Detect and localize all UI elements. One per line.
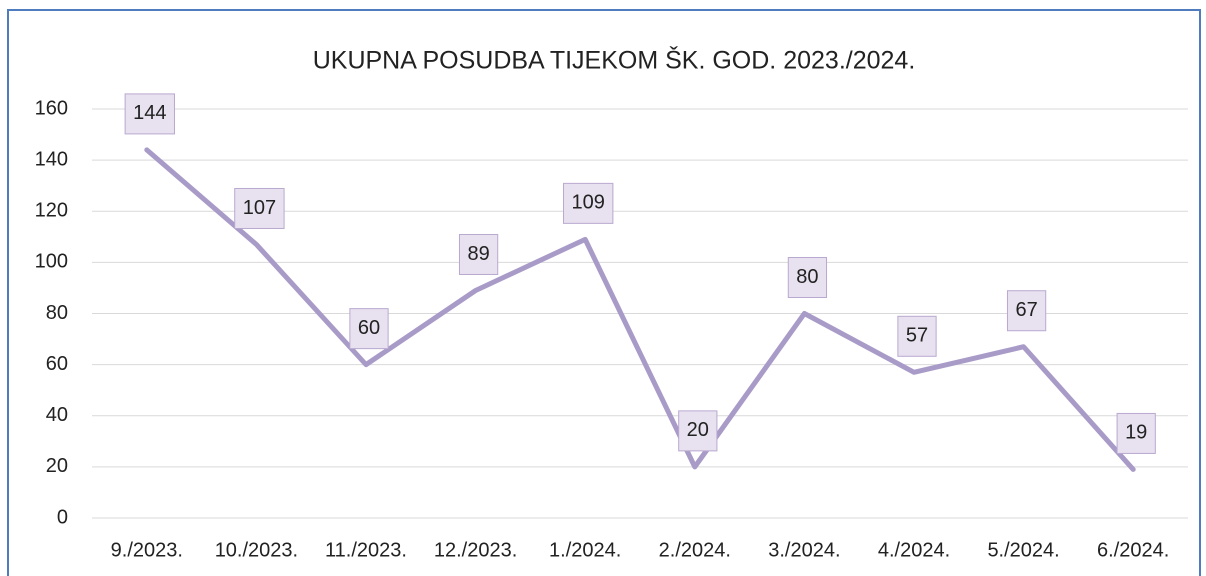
data-label: 144 [133, 102, 166, 124]
label-box [678, 410, 718, 452]
data-label: 109 [572, 192, 605, 214]
label-box [563, 182, 614, 224]
label-box [234, 187, 285, 229]
y-tick-label: 80 [46, 302, 68, 324]
x-tick-label: 10./2023. [215, 539, 298, 561]
label-box [349, 308, 389, 350]
x-tick-label: 4./2024. [878, 539, 950, 561]
label-box [124, 93, 175, 135]
data-label: 60 [358, 317, 380, 339]
data-line [144, 147, 1136, 472]
data-label: 20 [687, 419, 709, 441]
x-tick-label: 5./2024. [987, 539, 1059, 561]
label-box [1116, 412, 1156, 454]
y-tick-label: 60 [46, 353, 68, 375]
data-label: 89 [467, 243, 489, 265]
x-tick-label: 6./2024. [1097, 539, 1169, 561]
x-tick-label: 1./2024. [549, 539, 621, 561]
x-tick-label: 9./2023. [111, 539, 183, 561]
data-label: 67 [1015, 299, 1037, 321]
chart-title: UKUPNA POSUDBA TIJEKOM ŠK. GOD. 2023./20… [313, 46, 916, 75]
y-tick-label: 40 [46, 404, 68, 426]
label-box [787, 257, 828, 298]
y-tick-label: 120 [35, 200, 68, 222]
y-tick-label: 100 [35, 251, 68, 273]
label-box [897, 315, 937, 357]
y-tick-label: 20 [46, 455, 68, 477]
x-tick-label: 3./2024. [768, 539, 840, 561]
data-label: 107 [243, 197, 276, 219]
x-tick-label: 11./2023. [325, 539, 407, 561]
data-label: 80 [796, 266, 818, 288]
label-box [458, 233, 499, 275]
data-label: 57 [906, 325, 928, 347]
label-box [1006, 290, 1047, 332]
y-tick-label: 0 [57, 506, 68, 528]
x-tick-label: 2./2024. [659, 539, 731, 561]
y-tick-label: 140 [35, 148, 68, 170]
y-tick-label: 160 [35, 97, 68, 119]
data-label: 19 [1125, 422, 1147, 444]
x-tick-label: 12./2023. [434, 539, 517, 561]
chart-frame [7, 9, 1201, 576]
